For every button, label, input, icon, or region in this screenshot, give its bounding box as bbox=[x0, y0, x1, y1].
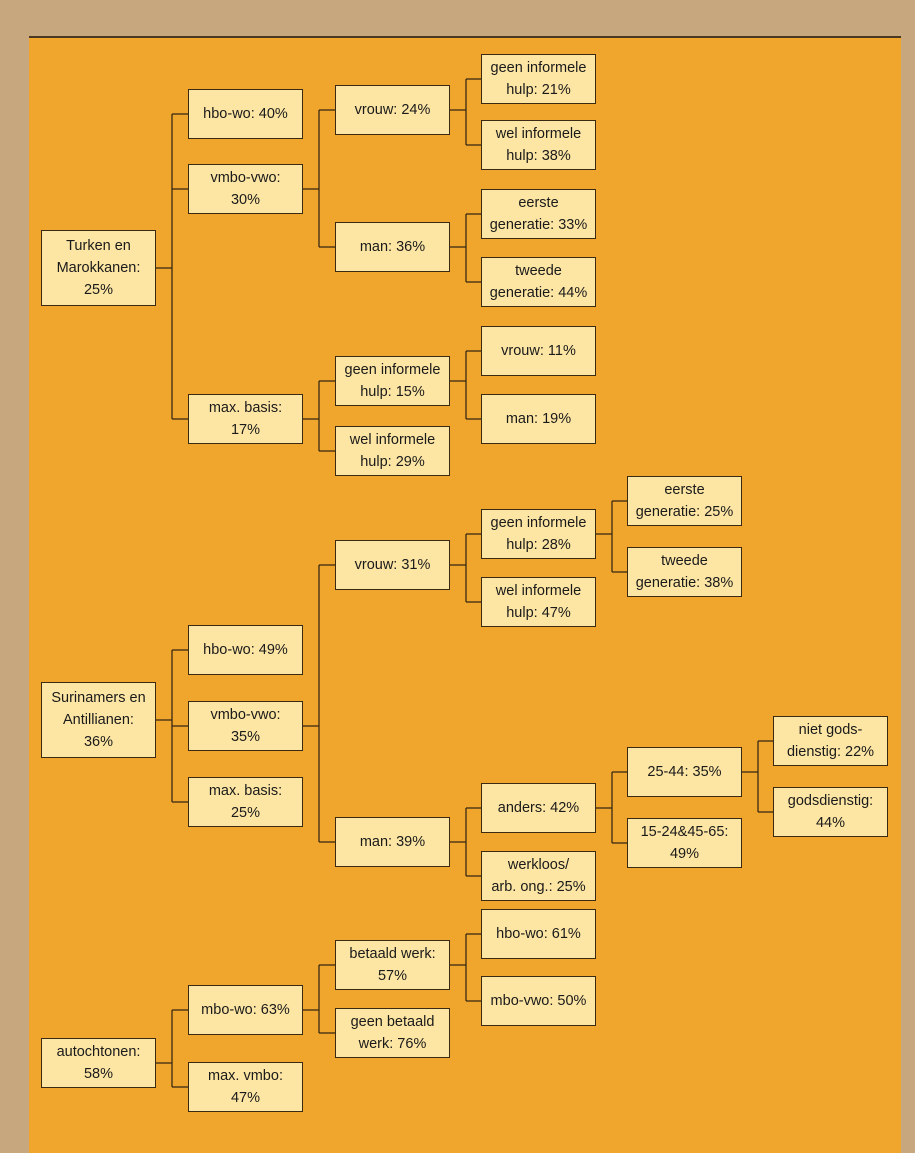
node-sa-2544: 25-44: 35% bbox=[627, 747, 742, 797]
node-tm-max-wel: wel informele hulp: 29% bbox=[335, 426, 450, 476]
node-tm-hbo: hbo-wo: 40% bbox=[188, 89, 303, 139]
node-sa-1524: 15-24&45-65: 49% bbox=[627, 818, 742, 868]
node-sa-tweede: tweede generatie: 38% bbox=[627, 547, 742, 597]
node-suri: Surinamers en Antillianen: 36% bbox=[41, 682, 156, 758]
node-tm-man-eerste: eerste generatie: 33% bbox=[481, 189, 596, 239]
node-sa-vrouw-geen: geen informele hulp: 28% bbox=[481, 509, 596, 559]
node-sa-vrouw: vrouw: 31% bbox=[335, 540, 450, 590]
node-au-betaald: betaald werk: 57% bbox=[335, 940, 450, 990]
node-sa-eerste: eerste generatie: 25% bbox=[627, 476, 742, 526]
node-tm-max-geen-man: man: 19% bbox=[481, 394, 596, 444]
node-tm-vrouw: vrouw: 24% bbox=[335, 85, 450, 135]
node-au-max: max. vmbo: 47% bbox=[188, 1062, 303, 1112]
node-tm-vrouw-geen: geen informele hulp: 21% bbox=[481, 54, 596, 104]
node-sa-vmbo: vmbo-vwo: 35% bbox=[188, 701, 303, 751]
node-sa-werkloos: werkloos/ arb. ong.: 25% bbox=[481, 851, 596, 901]
node-turken: Turken en Marokkanen: 25% bbox=[41, 230, 156, 306]
node-sa-niet-gods: niet gods- dienstig: 22% bbox=[773, 716, 888, 766]
node-sa-vrouw-wel: wel informele hulp: 47% bbox=[481, 577, 596, 627]
node-sa-max: max. basis: 25% bbox=[188, 777, 303, 827]
node-tm-max: max. basis: 17% bbox=[188, 394, 303, 444]
node-tm-max-geen-vrouw: vrouw: 11% bbox=[481, 326, 596, 376]
node-au-hbo: hbo-wo: 61% bbox=[481, 909, 596, 959]
node-au-geen: geen betaald werk: 76% bbox=[335, 1008, 450, 1058]
node-tm-man-tweede: tweede generatie: 44% bbox=[481, 257, 596, 307]
node-tm-vmbo: vmbo-vwo: 30% bbox=[188, 164, 303, 214]
node-au-mbovwo: mbo-vwo: 50% bbox=[481, 976, 596, 1026]
node-sa-man: man: 39% bbox=[335, 817, 450, 867]
node-sa-hbo: hbo-wo: 49% bbox=[188, 625, 303, 675]
node-auto: autochtonen: 58% bbox=[41, 1038, 156, 1088]
node-au-mbo: mbo-wo: 63% bbox=[188, 985, 303, 1035]
diagram-panel bbox=[29, 36, 901, 1153]
top-rule bbox=[29, 36, 901, 38]
node-sa-anders: anders: 42% bbox=[481, 783, 596, 833]
node-tm-vrouw-wel: wel informele hulp: 38% bbox=[481, 120, 596, 170]
node-sa-gods: godsdienstig: 44% bbox=[773, 787, 888, 837]
node-tm-man: man: 36% bbox=[335, 222, 450, 272]
node-tm-max-geen: geen informele hulp: 15% bbox=[335, 356, 450, 406]
